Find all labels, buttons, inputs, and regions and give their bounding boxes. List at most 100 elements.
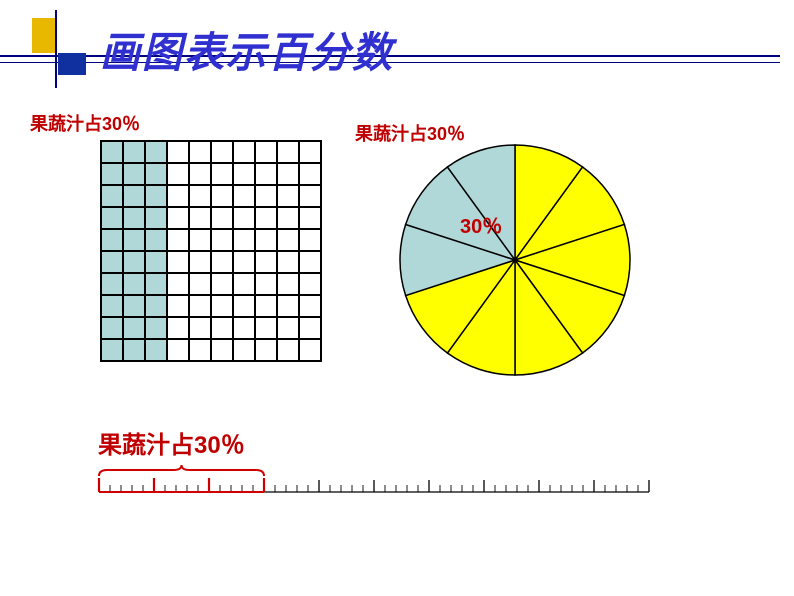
grid-cell (277, 339, 299, 361)
grid-cell (167, 251, 189, 273)
grid-cell (189, 295, 211, 317)
grid-cell (167, 141, 189, 163)
grid-cell (255, 251, 277, 273)
ruler-label: 果蔬汁占30％ (98, 425, 245, 460)
gold-box (32, 18, 57, 53)
grid-cell (145, 163, 167, 185)
grid-cell (233, 207, 255, 229)
page-title: 画图表示百分数 (100, 19, 394, 80)
grid-cell (167, 295, 189, 317)
grid-cell (277, 251, 299, 273)
grid-cell (255, 185, 277, 207)
grid-cell (211, 141, 233, 163)
grid-cell (189, 141, 211, 163)
grid-cell (189, 251, 211, 273)
grid-cell (211, 295, 233, 317)
grid-cell (145, 229, 167, 251)
grid-cell (145, 251, 167, 273)
grid-cell (189, 229, 211, 251)
grid-cell (255, 141, 277, 163)
grid-cell (255, 163, 277, 185)
grid-cell (277, 273, 299, 295)
grid-cell (145, 207, 167, 229)
grid-cell (101, 229, 123, 251)
grid-cell (145, 141, 167, 163)
grid-cell (299, 163, 321, 185)
grid-cell (233, 339, 255, 361)
grid-cell (189, 317, 211, 339)
grid-cell (233, 229, 255, 251)
grid-cell (211, 163, 233, 185)
grid-cell (101, 273, 123, 295)
grid-cell (211, 339, 233, 361)
grid-cell (167, 185, 189, 207)
grid-cell (277, 207, 299, 229)
grid-cell (101, 185, 123, 207)
grid-cell (255, 317, 277, 339)
grid-cell (277, 185, 299, 207)
grid-cell (167, 317, 189, 339)
grid-cell (123, 273, 145, 295)
grid-cell (233, 295, 255, 317)
pie-chart (395, 140, 635, 385)
grid-cell (299, 339, 321, 361)
grid-cell (123, 185, 145, 207)
grid-label: 果蔬汁占30％ (30, 110, 140, 136)
grid-cell (101, 141, 123, 163)
grid-cell (167, 273, 189, 295)
header-decoration: 画图表示百分数 (0, 0, 794, 80)
grid-cell (211, 273, 233, 295)
grid-cell (299, 207, 321, 229)
grid-cell (123, 317, 145, 339)
grid-cell (189, 163, 211, 185)
grid-cell (299, 251, 321, 273)
grid-cell (123, 163, 145, 185)
grid-cell (233, 163, 255, 185)
grid-cell (255, 207, 277, 229)
grid-cell (255, 339, 277, 361)
grid-cell (299, 317, 321, 339)
grid-cell (101, 163, 123, 185)
grid-cell (299, 229, 321, 251)
grid-cell (277, 295, 299, 317)
grid-cell (211, 251, 233, 273)
grid-cell (167, 207, 189, 229)
blue-box (58, 53, 86, 75)
grid-cell (255, 229, 277, 251)
grid-cell (299, 141, 321, 163)
grid-cell (189, 207, 211, 229)
grid-cell (233, 141, 255, 163)
grid-cell (145, 295, 167, 317)
grid-cell (101, 295, 123, 317)
grid-cell (101, 207, 123, 229)
grid-cell (189, 273, 211, 295)
grid-cell (189, 339, 211, 361)
grid-cell (145, 273, 167, 295)
grid-cell (189, 185, 211, 207)
grid-cell (299, 185, 321, 207)
ruler-chart (94, 462, 654, 512)
grid-cell (277, 317, 299, 339)
grid-cell (123, 141, 145, 163)
grid-cell (255, 295, 277, 317)
grid-cell (211, 317, 233, 339)
grid-cell (167, 339, 189, 361)
grid-cell (101, 339, 123, 361)
grid-cell (277, 229, 299, 251)
grid-cell (145, 339, 167, 361)
grid-cell (123, 295, 145, 317)
grid-cell (145, 317, 167, 339)
grid-cell (145, 185, 167, 207)
grid-cell (233, 251, 255, 273)
pie-center-label: 30％ (460, 210, 502, 239)
grid-cell (167, 163, 189, 185)
grid-cell (233, 185, 255, 207)
grid-cell (211, 229, 233, 251)
grid-chart (100, 140, 322, 362)
grid-cell (101, 317, 123, 339)
grid-cell (123, 339, 145, 361)
grid-cell (123, 229, 145, 251)
header-vertical-line (55, 10, 57, 88)
grid-cell (299, 273, 321, 295)
grid-cell (123, 207, 145, 229)
